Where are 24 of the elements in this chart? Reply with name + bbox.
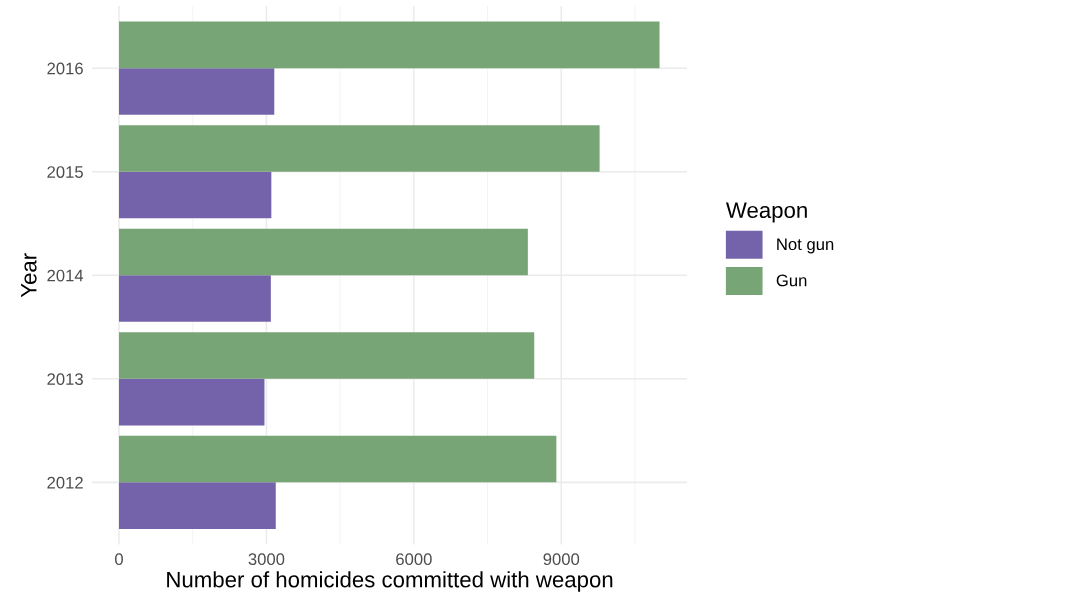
x-tick-label: 6000 (396, 553, 432, 566)
x-tick-label: 9000 (543, 553, 580, 566)
bar (119, 275, 271, 322)
bar (119, 228, 528, 276)
bar (119, 68, 275, 115)
bar (119, 171, 272, 219)
x-tick-label: 0 (115, 553, 123, 566)
bar (119, 378, 265, 426)
legend-label: Not gun (777, 238, 834, 254)
y-tick-label: 2015 (47, 166, 83, 178)
x-axis-title: Number of homicides committed with weapon (167, 571, 613, 592)
y-tick-label: 2016 (47, 62, 83, 75)
y-axis-title: Year (21, 253, 37, 298)
y-tick-label: 2012 (47, 476, 83, 489)
y-tick-label: 2013 (47, 373, 83, 386)
bar (119, 125, 600, 172)
bar (119, 435, 557, 483)
bar (119, 482, 276, 529)
legend-label: Gun (776, 274, 807, 287)
bar (119, 21, 660, 69)
legend-title: Weapon (725, 202, 807, 223)
x-tick-label: 3000 (248, 553, 285, 566)
y-tick-label: 2014 (47, 269, 84, 282)
bar (119, 332, 535, 379)
